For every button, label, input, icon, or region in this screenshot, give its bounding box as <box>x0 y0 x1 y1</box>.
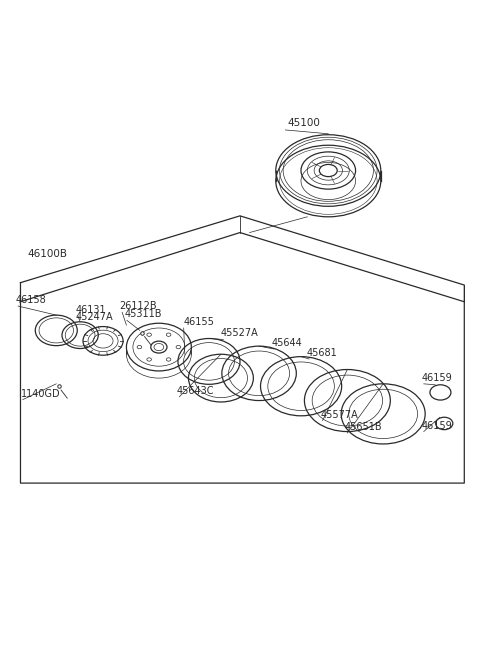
Text: 46159: 46159 <box>421 420 452 430</box>
Text: 45100: 45100 <box>288 117 321 127</box>
Text: 45577A: 45577A <box>320 409 358 420</box>
Text: 45681: 45681 <box>307 348 337 358</box>
Text: 1140GD: 1140GD <box>21 388 60 399</box>
Polygon shape <box>21 216 464 483</box>
Text: 45644: 45644 <box>272 338 302 348</box>
Text: 46155: 46155 <box>184 317 215 327</box>
Text: 46100B: 46100B <box>28 249 68 259</box>
Text: 46131: 46131 <box>75 304 106 315</box>
Text: 45527A: 45527A <box>221 329 259 338</box>
Text: 46159: 46159 <box>421 373 452 383</box>
Text: 45651B: 45651B <box>345 422 383 432</box>
Text: 45643C: 45643C <box>177 386 215 396</box>
Text: 26112B: 26112B <box>120 301 157 312</box>
Text: 46158: 46158 <box>16 295 47 305</box>
Text: 45311B: 45311B <box>124 310 162 319</box>
Text: 45247A: 45247A <box>75 312 113 322</box>
Ellipse shape <box>126 323 192 371</box>
